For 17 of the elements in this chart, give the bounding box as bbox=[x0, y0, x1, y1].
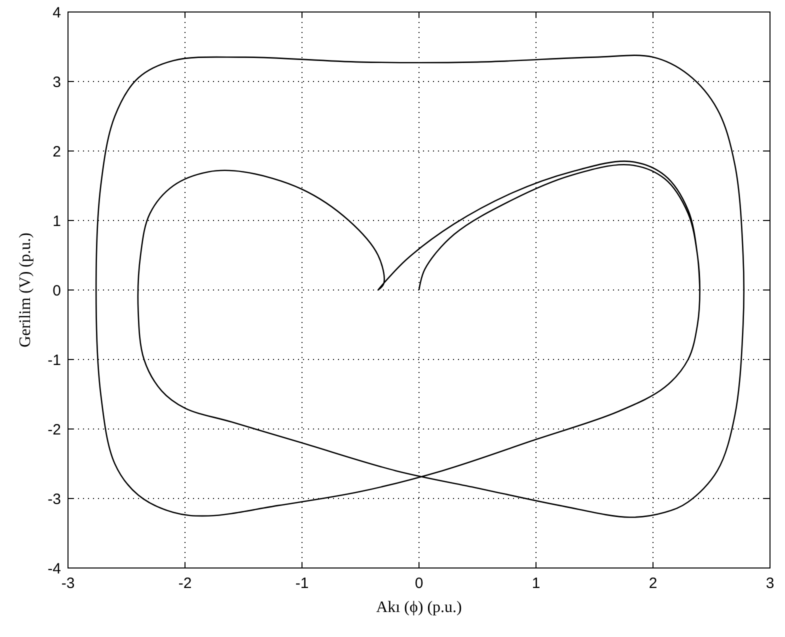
y-tick-label: -3 bbox=[48, 490, 61, 508]
y-tick-label: 0 bbox=[52, 282, 61, 300]
y-tick-label: -4 bbox=[48, 560, 61, 578]
x-tick-label: 1 bbox=[532, 575, 540, 592]
y-tick-label: 1 bbox=[52, 212, 61, 230]
y-axis-title: Gerilim (V) (p.u.) bbox=[17, 232, 34, 348]
x-tick-label: 2 bbox=[648, 575, 658, 592]
y-tick-label: 2 bbox=[52, 143, 61, 160]
x-tick-label: -2 bbox=[178, 575, 192, 592]
y-tick-label: -2 bbox=[48, 421, 61, 438]
y-tick-label: 3 bbox=[52, 74, 61, 91]
y-tick-label: -1 bbox=[48, 352, 61, 369]
x-tick-label: 3 bbox=[766, 575, 774, 592]
y-tick-label: 4 bbox=[52, 4, 61, 22]
x-tick-label: 0 bbox=[414, 575, 424, 592]
x-axis-title: Akı (ϕ) (p.u.) bbox=[376, 599, 462, 616]
x-tick-label: -1 bbox=[295, 575, 309, 592]
